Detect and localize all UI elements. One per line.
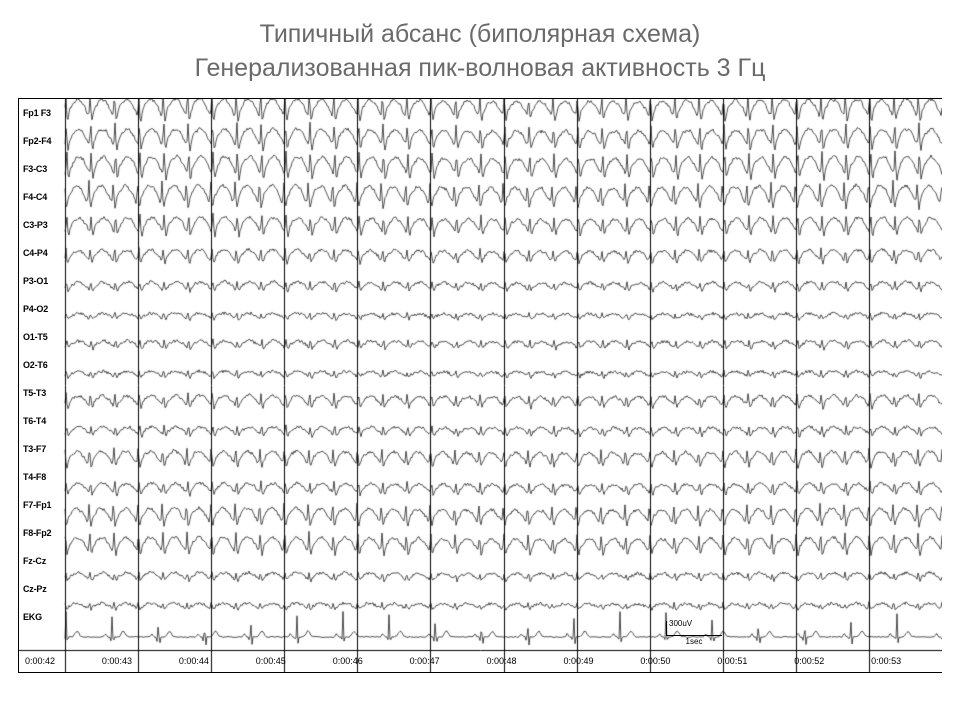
channel-label: EKG: [19, 603, 65, 631]
scale-voltage-label: 300uV: [669, 619, 692, 628]
channel-label: C4-P4: [19, 239, 65, 267]
channel-label: T3-F7: [19, 435, 65, 463]
eeg-panel: Fp1 F3Fp2-F4F3-C3F4-C4C3-P3C4-P4P3-O1P4-…: [18, 98, 942, 673]
channel-label: F3-C3: [19, 155, 65, 183]
channel-label: O2-T6: [19, 351, 65, 379]
title-block: Типичный абсанс (биполярная схема) Генер…: [0, 0, 960, 94]
scale-time-label: 1sec: [666, 637, 722, 646]
channel-label: O1-T5: [19, 323, 65, 351]
time-label: 0:00:44: [173, 650, 250, 672]
channel-label: Fz-Cz: [19, 547, 65, 575]
time-label: 0:00:45: [250, 650, 327, 672]
channel-label: F8-Fp2: [19, 519, 65, 547]
scale-hbar: [666, 635, 722, 636]
time-labels: 0:00:420:00:430:00:440:00:450:00:460:00:…: [19, 650, 942, 672]
channel-label: C3-P3: [19, 211, 65, 239]
channel-label: T5-T3: [19, 379, 65, 407]
time-label: 0:00:48: [481, 650, 558, 672]
time-label: 0:00:42: [19, 650, 96, 672]
title-line-2: Генерализованная пик-волновая активность…: [40, 52, 920, 86]
scale-vbar: 300uV: [666, 621, 667, 635]
time-label: 0:00:51: [711, 650, 788, 672]
title-line-1: Типичный абсанс (биполярная схема): [40, 18, 920, 52]
channel-label: P4-O2: [19, 295, 65, 323]
channel-label: P3-O1: [19, 267, 65, 295]
time-label: 0:00:46: [327, 650, 404, 672]
channel-label: F7-Fp1: [19, 491, 65, 519]
scale-marker: 300uV 1sec: [666, 621, 722, 646]
channel-label: F4-C4: [19, 183, 65, 211]
eeg-canvas: [19, 99, 942, 672]
time-label: 0:00:43: [96, 650, 173, 672]
time-label: 0:00:50: [634, 650, 711, 672]
time-label: 0:00:49: [557, 650, 634, 672]
channel-label: Cz-Pz: [19, 575, 65, 603]
channel-label: T6-T4: [19, 407, 65, 435]
channel-label: T4-F8: [19, 463, 65, 491]
channel-labels: Fp1 F3Fp2-F4F3-C3F4-C4C3-P3C4-P4P3-O1P4-…: [19, 99, 65, 632]
time-label: 0:00:47: [404, 650, 481, 672]
time-label: 0:00:53: [865, 650, 942, 672]
channel-label: Fp1 F3: [19, 99, 65, 127]
time-label: 0:00:52: [788, 650, 865, 672]
channel-label: Fp2-F4: [19, 127, 65, 155]
